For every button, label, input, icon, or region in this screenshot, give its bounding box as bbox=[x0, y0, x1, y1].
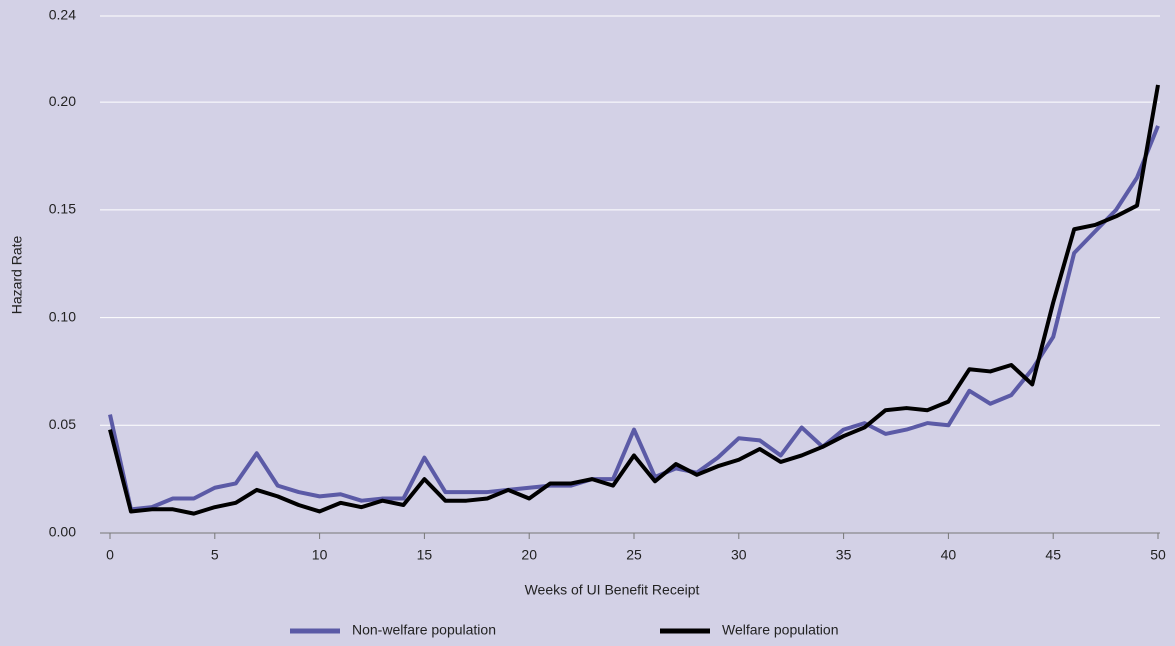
x-axis-title: Weeks of UI Benefit Receipt bbox=[525, 582, 700, 598]
y-tick-label: 0.24 bbox=[49, 7, 76, 23]
y-axis-title: Hazard Rate bbox=[9, 235, 25, 314]
legend-label: Non-welfare population bbox=[352, 622, 496, 638]
y-tick-label: 0.10 bbox=[49, 308, 76, 324]
x-tick-label: 50 bbox=[1150, 547, 1166, 563]
y-tick-label: 0.15 bbox=[49, 201, 76, 217]
x-tick-label: 0 bbox=[106, 547, 114, 563]
data-line bbox=[108, 125, 1160, 512]
x-tick-label: 45 bbox=[1045, 547, 1061, 563]
y-tick-label: 0.00 bbox=[49, 524, 76, 540]
x-tick-label: 25 bbox=[626, 547, 642, 563]
x-tick-label: 35 bbox=[836, 547, 852, 563]
x-tick-label: 5 bbox=[211, 547, 219, 563]
x-tick-label: 10 bbox=[312, 547, 328, 563]
legend-label: Welfare population bbox=[722, 622, 838, 638]
data-line bbox=[108, 84, 1160, 516]
x-tick-label: 30 bbox=[731, 547, 747, 563]
y-tick-label: 0.20 bbox=[49, 93, 76, 109]
x-tick-label: 15 bbox=[417, 547, 433, 563]
y-tick-label: 0.05 bbox=[49, 416, 76, 432]
x-tick-label: 20 bbox=[521, 547, 537, 563]
x-tick-label: 40 bbox=[941, 547, 957, 563]
